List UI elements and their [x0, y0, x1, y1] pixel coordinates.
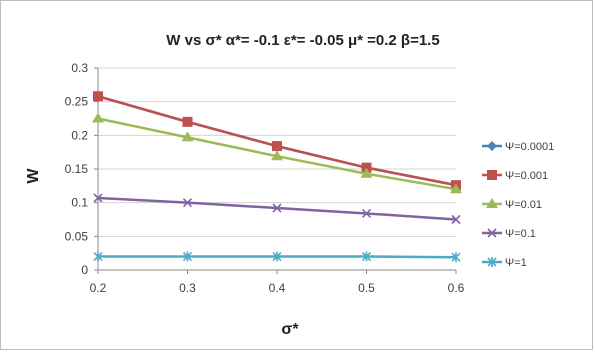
legend-marker [487, 228, 497, 238]
data-point [451, 214, 461, 225]
y-axis-ticks: 0 0.05 0.1 0.15 0.2 0.25 0.3 [65, 61, 98, 277]
x-axis-title: σ* [281, 321, 299, 338]
data-point [182, 116, 193, 127]
chart-title: W vs σ* α*= -0.1 ε*= -0.05 μ* =0.2 β=1.5 [166, 32, 439, 49]
y-tick-label: 0.2 [71, 128, 88, 142]
x-axis-ticks: 0.2 0.3 0.4 0.5 0.6 [90, 270, 465, 295]
data-point [272, 141, 282, 152]
data-point [182, 198, 193, 208]
data-point [93, 193, 103, 203]
x-tick-label: 0.6 [448, 281, 465, 295]
legend-label: Ψ=1 [505, 257, 527, 269]
y-tick-label: 0.3 [71, 61, 88, 75]
data-point [93, 251, 103, 262]
data-point [361, 208, 372, 219]
y-tick-label: 0 [81, 263, 88, 277]
legend-item: Ψ=0.001 [482, 170, 548, 182]
legend-marker [487, 170, 497, 180]
series-4 [93, 193, 461, 225]
legend-item: Ψ=0.1 [482, 228, 536, 240]
data-point [272, 203, 282, 213]
data-point [451, 252, 461, 263]
data-point [361, 162, 372, 173]
data-point [272, 251, 282, 262]
series-3 [92, 112, 462, 194]
x-tick-label: 0.2 [90, 281, 107, 295]
x-tick-label: 0.3 [179, 281, 196, 295]
legend-marker [486, 198, 498, 208]
legend: Ψ=0.0001 Ψ=0.001 Ψ=0.01 Ψ=0.1 Ψ=1 [482, 141, 554, 269]
series-line [97, 95, 457, 187]
series-2 [93, 91, 461, 191]
y-tick-label: 0.25 [65, 95, 89, 109]
data-point [361, 251, 372, 262]
legend-label: Ψ=0.001 [505, 170, 548, 182]
series-group [92, 91, 462, 263]
series-line [97, 95, 457, 187]
legend-marker [487, 257, 497, 267]
data-point [450, 183, 462, 194]
legend-item: Ψ=0.0001 [482, 141, 554, 153]
data-point [92, 112, 104, 123]
y-tick-label: 0.15 [65, 162, 89, 176]
data-point [181, 131, 194, 142]
data-point [360, 167, 373, 178]
legend-marker [487, 141, 497, 151]
legend-label: Ψ=0.01 [505, 199, 542, 211]
y-axis-title: W [25, 168, 42, 184]
legend-item: Ψ=1 [482, 257, 527, 269]
legend-item: Ψ=0.01 [482, 198, 542, 211]
data-point [271, 150, 283, 161]
x-tick-label: 0.4 [269, 281, 286, 295]
data-point [93, 91, 103, 102]
x-tick-label: 0.5 [358, 281, 375, 295]
gridlines [98, 67, 456, 237]
data-point [182, 251, 193, 262]
legend-label: Ψ=0.1 [505, 228, 536, 240]
y-tick-label: 0.1 [71, 196, 88, 210]
y-tick-label: 0.05 [65, 229, 89, 243]
legend-label: Ψ=0.0001 [505, 141, 554, 153]
series-5 [93, 251, 461, 263]
